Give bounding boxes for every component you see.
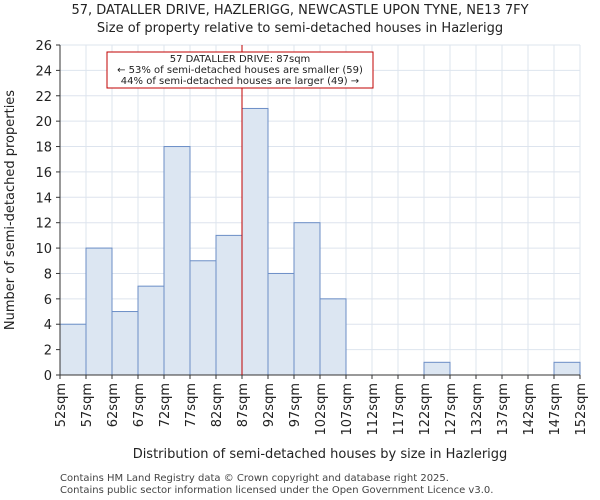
- y-tick-label-4: 4: [44, 318, 52, 333]
- x-tick-label-132sqm: 132sqm: [470, 383, 485, 436]
- bar-72sqm: [163, 146, 191, 376]
- annotation-line-2: ← 53% of semi-detached houses are smalle…: [117, 65, 363, 76]
- annotation-border: [106, 51, 374, 89]
- bar-67sqm: [137, 285, 165, 376]
- y-tick-label-16: 16: [35, 166, 52, 181]
- x-tick-label-107sqm: 107sqm: [340, 383, 355, 436]
- bar-52sqm: [59, 323, 87, 376]
- bars: [59, 107, 581, 376]
- footer-line-1: Contains HM Land Registry data © Crown c…: [60, 473, 449, 484]
- y-tick-label-10: 10: [35, 242, 52, 257]
- chart-subtitle: Size of property relative to semi-detach…: [96, 21, 504, 36]
- y-tick-label-20: 20: [35, 115, 52, 130]
- x-axis-label: Distribution of semi-detached houses by …: [133, 447, 508, 462]
- y-tick-label-0: 0: [44, 369, 52, 384]
- bar-57sqm: [85, 247, 113, 376]
- x-tick-label-137sqm: 137sqm: [496, 383, 511, 436]
- x-tick-label-52sqm: 52sqm: [54, 383, 69, 427]
- x-tick-label-82sqm: 82sqm: [210, 383, 225, 427]
- x-tick-label-67sqm: 67sqm: [132, 383, 147, 427]
- y-tick-label-12: 12: [35, 217, 52, 232]
- y-tick-label-24: 24: [35, 64, 52, 79]
- bar-92sqm: [267, 272, 295, 376]
- y-tick-label-26: 26: [35, 39, 52, 54]
- x-tick-label-142sqm: 142sqm: [522, 383, 537, 436]
- bar-122sqm: [423, 361, 451, 376]
- chart-title: 57, DATALLER DRIVE, HAZLERIGG, NEWCASTLE…: [71, 3, 529, 18]
- x-tick-label-97sqm: 97sqm: [288, 383, 303, 427]
- x-tick-label-147sqm: 147sqm: [548, 383, 563, 436]
- y-axis-label: Number of semi-detached properties: [3, 90, 18, 330]
- bar-62sqm: [111, 311, 139, 376]
- x-tick-label-102sqm: 102sqm: [314, 383, 329, 436]
- x-tick-label-122sqm: 122sqm: [418, 383, 433, 436]
- x-tick-label-57sqm: 57sqm: [80, 383, 95, 427]
- x-tick-label-127sqm: 127sqm: [444, 383, 459, 436]
- bar-77sqm: [189, 260, 217, 376]
- y-tick-label-22: 22: [35, 90, 52, 105]
- annotation-line-1: 57 DATALLER DRIVE: 87sqm: [170, 54, 311, 65]
- x-tick-label-92sqm: 92sqm: [262, 383, 277, 427]
- bar-102sqm: [319, 298, 347, 376]
- annotation-box: 57 DATALLER DRIVE: 87sqm ← 53% of semi-d…: [106, 51, 374, 89]
- y-tick-label-8: 8: [44, 267, 52, 282]
- annotation-line-3: 44% of semi-detached houses are larger (…: [121, 76, 359, 87]
- y-tick-label-2: 2: [44, 344, 52, 359]
- x-tick-label-152sqm: 152sqm: [574, 383, 589, 436]
- y-tick-label-18: 18: [35, 141, 52, 156]
- x-tick-label-62sqm: 62sqm: [106, 383, 121, 427]
- bar-147sqm: [553, 361, 581, 376]
- bar-82sqm: [215, 234, 243, 376]
- x-tick-label-72sqm: 72sqm: [158, 383, 173, 427]
- x-tick-label-112sqm: 112sqm: [366, 383, 381, 436]
- x-tick-label-77sqm: 77sqm: [184, 383, 199, 427]
- y-tick-label-6: 6: [44, 293, 52, 308]
- x-tick-label-117sqm: 117sqm: [392, 383, 407, 436]
- x-tick-label-87sqm: 87sqm: [236, 383, 251, 427]
- y-tick-label-14: 14: [35, 191, 52, 206]
- bar-87sqm: [241, 107, 269, 376]
- footer-line-2: Contains public sector information licen…: [60, 485, 494, 496]
- bar-97sqm: [293, 222, 321, 376]
